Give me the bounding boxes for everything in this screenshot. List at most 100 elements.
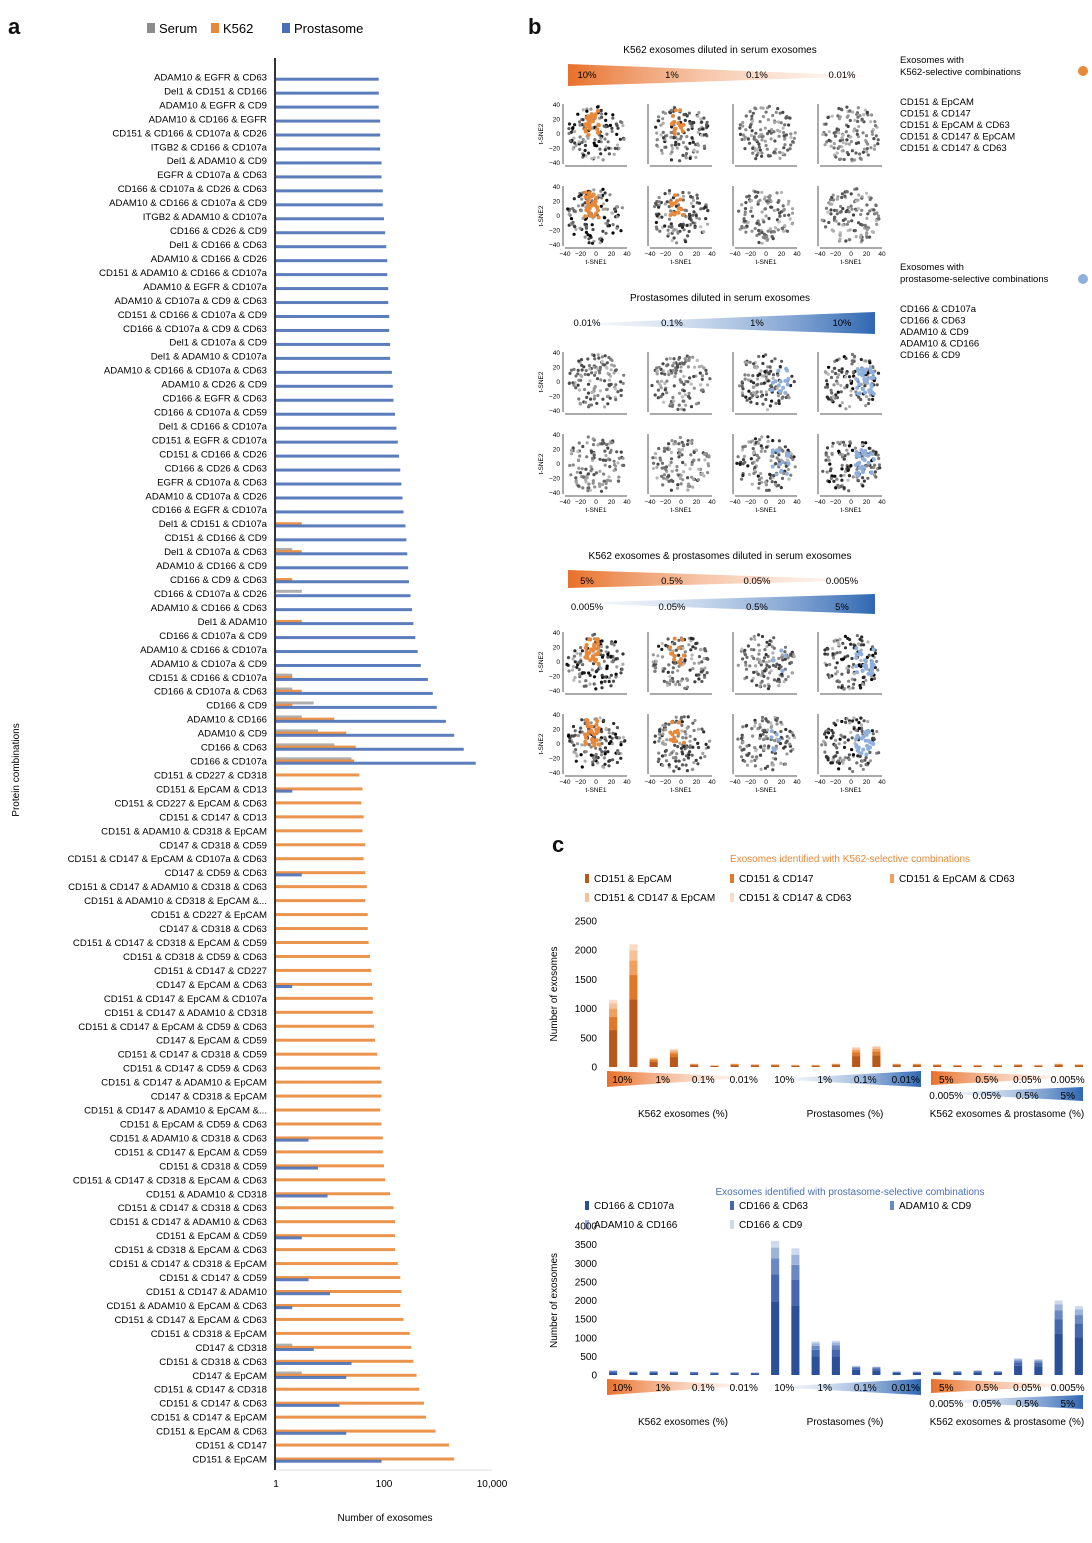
concentration-label: 5% — [835, 602, 849, 613]
tsne-point — [685, 685, 690, 689]
k562-bar — [276, 1317, 404, 1321]
tsne-point — [661, 483, 665, 487]
tsne-y-tick: 20 — [553, 645, 561, 652]
tsne-point — [843, 634, 847, 639]
tsne-point — [603, 191, 607, 195]
tsne-point — [675, 365, 680, 369]
tsne-point — [779, 665, 783, 669]
tsne-point — [617, 736, 622, 740]
tsne-point — [672, 399, 676, 403]
category-label: CD151 & CD166 & CD107a & CD9 — [118, 310, 267, 321]
tsne-point — [837, 106, 841, 111]
tsne-point — [786, 675, 790, 679]
stacked-bar-segment — [629, 960, 638, 976]
tsne-point — [566, 734, 571, 738]
tsne-point — [844, 356, 848, 360]
prostasome-point — [869, 665, 874, 669]
prostasome-point — [857, 454, 862, 459]
tsne-point — [673, 720, 677, 724]
tsne-point — [760, 241, 764, 245]
tsne-point — [688, 745, 692, 749]
tsne-point — [840, 672, 844, 676]
y-tick-label: 2500 — [575, 1277, 598, 1288]
tsne-plot — [821, 440, 882, 493]
tsne-point — [759, 394, 764, 398]
category-label: CD151 & CD147 & CD63 — [159, 1399, 267, 1410]
tsne-plot — [566, 716, 627, 769]
category-label: CD151 & CD147 & CD59 — [159, 1273, 267, 1284]
tsne-point — [672, 357, 676, 361]
prostasome-bar — [276, 384, 393, 388]
tsne-point — [825, 395, 829, 399]
k562-bar — [276, 522, 302, 526]
tsne-point — [751, 391, 756, 395]
tsne-point — [686, 394, 691, 399]
stacked-bar-segment — [1074, 1337, 1083, 1375]
k562-bar — [276, 578, 293, 582]
tsne-point — [845, 448, 849, 452]
tsne-point — [824, 735, 828, 739]
prostasome-bar — [276, 622, 414, 626]
tsne-point — [766, 229, 770, 233]
tsne-point — [703, 452, 707, 456]
tsne-point — [766, 676, 770, 680]
tsne-point — [749, 759, 753, 763]
tsne-point — [865, 235, 869, 239]
tsne-point — [657, 644, 661, 648]
tsne-point — [841, 761, 845, 765]
stacked-bar-segment — [1034, 1362, 1043, 1367]
tsne-point — [757, 232, 761, 236]
tsne-point — [753, 637, 757, 642]
tsne-point — [677, 683, 682, 687]
tsne-point — [590, 668, 594, 672]
category-label: CD151 & CD147 & CD318 & CD63 — [118, 1203, 267, 1214]
prostasome-point — [776, 383, 781, 388]
tsne-point — [665, 364, 669, 368]
tsne-point — [682, 758, 686, 762]
tsne-point — [700, 471, 705, 476]
tsne-point — [826, 731, 831, 735]
stacked-bar-segment — [690, 1373, 699, 1375]
tsne-point — [699, 647, 703, 652]
tsne-point — [758, 120, 762, 124]
tsne-point — [843, 741, 847, 745]
tsne-point — [660, 466, 664, 470]
tsne-point — [608, 465, 612, 469]
tsne-point — [844, 720, 848, 725]
tsne-point — [743, 373, 747, 377]
tsne-point — [737, 384, 742, 388]
stacked-bar-segment — [1054, 1064, 1063, 1066]
tsne-point — [859, 658, 863, 663]
tsne-point — [611, 116, 615, 120]
tsne-point — [774, 664, 778, 669]
category-label: Del1 & CD166 & CD107a — [159, 421, 268, 432]
tsne-point — [595, 367, 600, 371]
tsne-point — [746, 220, 750, 225]
tsne-point — [663, 388, 667, 392]
stacked-bar-segment — [993, 1371, 1002, 1373]
category-label: CD147 & EpCAM — [192, 1371, 267, 1382]
serum-bar — [276, 743, 335, 747]
tsne-point — [836, 128, 841, 132]
tsne-point — [605, 221, 609, 225]
tsne-point — [691, 645, 695, 649]
tsne-point — [861, 131, 865, 135]
tsne-point — [571, 724, 576, 729]
tsne-point — [851, 370, 855, 374]
tsne-point — [851, 213, 856, 217]
k562-point — [596, 123, 601, 128]
tsne-point — [657, 751, 661, 755]
tsne-point — [752, 362, 756, 366]
tsne-y-label: t-SNE2 — [538, 371, 545, 392]
tsne-point — [602, 472, 606, 476]
tsne-point — [701, 127, 705, 131]
tsne-point — [577, 667, 581, 672]
category-label: ADAM10 & EGFR & CD107a — [143, 282, 267, 293]
tsne-point — [772, 636, 776, 640]
tsne-point — [791, 457, 795, 462]
tsne-point — [653, 740, 657, 744]
tsne-point — [743, 147, 747, 151]
tsne-point — [685, 223, 689, 227]
tsne-point — [856, 221, 861, 225]
tsne-point — [663, 667, 667, 671]
